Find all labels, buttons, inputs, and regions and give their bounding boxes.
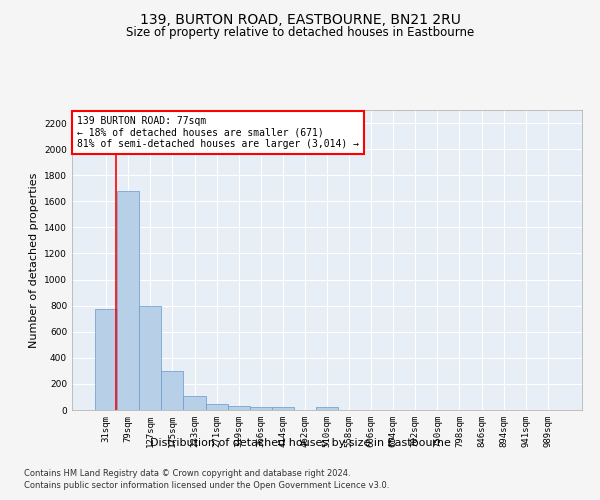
Bar [95, 309, 117, 410]
Y-axis label: Number of detached properties: Number of detached properties [29, 172, 38, 348]
Text: Contains HM Land Registry data © Crown copyright and database right 2024.: Contains HM Land Registry data © Crown c… [24, 468, 350, 477]
Text: 139, BURTON ROAD, EASTBOURNE, BN21 2RU: 139, BURTON ROAD, EASTBOURNE, BN21 2RU [140, 12, 460, 26]
Text: 139 BURTON ROAD: 77sqm
← 18% of detached houses are smaller (671)
81% of semi-de: 139 BURTON ROAD: 77sqm ← 18% of detached… [77, 116, 359, 149]
Text: Contains public sector information licensed under the Open Government Licence v3: Contains public sector information licen… [24, 481, 389, 490]
Bar [139, 306, 161, 410]
Bar [184, 396, 206, 410]
Bar [272, 407, 294, 410]
Bar [227, 406, 250, 410]
Bar [316, 408, 338, 410]
Text: Size of property relative to detached houses in Eastbourne: Size of property relative to detached ho… [126, 26, 474, 39]
Bar [250, 406, 272, 410]
Bar [161, 371, 184, 410]
Bar [206, 404, 227, 410]
Text: Distribution of detached houses by size in Eastbourne: Distribution of detached houses by size … [149, 438, 451, 448]
Bar [117, 191, 139, 410]
